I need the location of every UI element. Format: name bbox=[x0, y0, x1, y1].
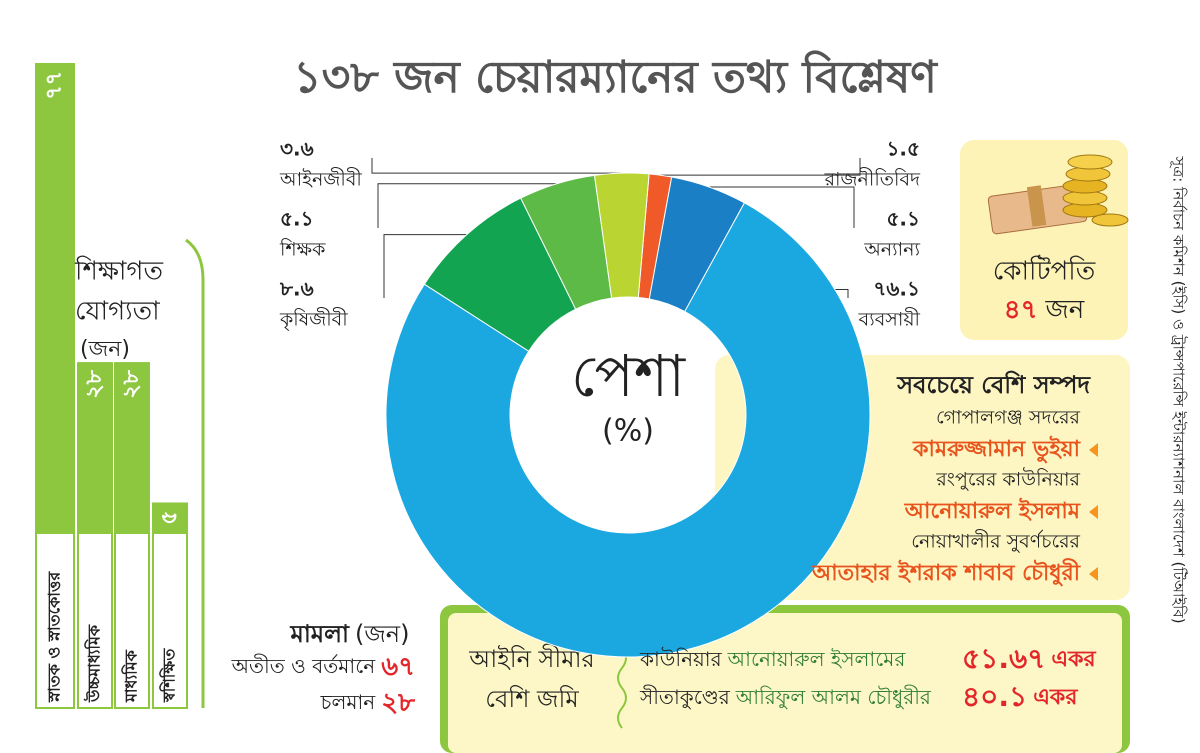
cases-title-line: মামলা (জন) bbox=[290, 620, 410, 648]
leader-line bbox=[371, 158, 622, 174]
cases-label: অতীত ও বর্তমানে bbox=[231, 654, 377, 678]
value-label: ৮.৬ bbox=[279, 277, 314, 301]
category-label: ব্যবসায়ী bbox=[858, 308, 921, 331]
bar-chart-title: যোগ্যতা bbox=[75, 297, 160, 327]
land-amount: ৫১.৬৭ bbox=[962, 642, 1045, 675]
value-label: ৫.১ bbox=[886, 207, 920, 231]
value-label: ১.৫ bbox=[886, 137, 920, 161]
land-place: সীতাকুণ্ডের bbox=[639, 685, 731, 709]
millionaire-count-line: ৪৭ জন bbox=[1004, 295, 1085, 325]
donut-slice bbox=[385, 202, 871, 658]
value-label: ৫.১ bbox=[280, 207, 314, 231]
richest-name: আতাহার ইশরাক শাবাব চৌধুরী bbox=[811, 558, 1081, 587]
land-amount: ৪০.১ bbox=[962, 680, 1027, 713]
millionaire-unit: জন bbox=[1045, 295, 1085, 325]
bar-category-label: মাধ্যমিক bbox=[121, 649, 141, 703]
leader-line bbox=[377, 183, 557, 228]
cases-count: ৬৭ bbox=[381, 652, 415, 682]
millionaire-count: ৪৭ bbox=[1004, 295, 1038, 325]
category-label: আইনজীবী bbox=[279, 168, 362, 191]
category-label: কৃষিজীবী bbox=[279, 308, 348, 332]
source: সূত্র: নির্বাচন কমিশন (ইসি) ও ট্রান্সপার… bbox=[1169, 155, 1188, 623]
cases-count: ২৮ bbox=[381, 688, 416, 718]
leader-line bbox=[834, 288, 849, 298]
land-place: কাউনিয়ার bbox=[639, 647, 723, 671]
bar-label-box bbox=[152, 532, 188, 709]
donut-unit: (%) bbox=[602, 414, 654, 449]
richest-place: নোয়াখালীর সুবর্ণচরের bbox=[911, 530, 1080, 553]
pointer-arrow bbox=[1089, 505, 1098, 519]
bar-value-label: ৭৭ bbox=[42, 71, 67, 100]
land-title: বেশি জমি bbox=[485, 685, 579, 713]
bar-category-label: উচ্চমাধ্যমিক bbox=[84, 624, 104, 703]
richest-name: কামরুজ্জামান ভুইয়া bbox=[912, 435, 1082, 464]
richest-name: আনোয়ারুল ইসলাম bbox=[904, 497, 1081, 524]
bar-label-box bbox=[77, 532, 113, 709]
category-label: অন্যান্য bbox=[863, 239, 920, 261]
bar-label-box bbox=[35, 532, 75, 709]
millionaire-label: কোটিপতি bbox=[993, 255, 1096, 287]
cases-label: চলমান bbox=[320, 690, 377, 714]
bar bbox=[35, 63, 75, 533]
money-icon bbox=[987, 154, 1129, 235]
bar bbox=[77, 362, 113, 533]
donut-slice bbox=[593, 172, 650, 299]
cases-row: চলমান ২৮ bbox=[320, 688, 416, 718]
value-label: ৩.৬ bbox=[280, 137, 314, 161]
richest-title: সবচেয়ে বেশি সম্পদ bbox=[896, 370, 1091, 399]
page-title: ১৩৮ জন চেয়ারম্যানের তথ্য বিশ্লেষণ bbox=[293, 50, 938, 103]
cases-row: অতীত ও বর্তমানে ৬৭ bbox=[231, 652, 415, 682]
land-amount-line: ৪০.১ একর bbox=[962, 680, 1078, 713]
category-label: রাজনীতিবিদ bbox=[824, 168, 921, 191]
bar-chart-title: শিক্ষাগত bbox=[74, 256, 163, 287]
bar-category-label: স্বশিক্ষিত bbox=[159, 648, 179, 703]
bar-value-label: ২৮ bbox=[82, 369, 107, 398]
bracket-line bbox=[185, 238, 205, 708]
value-label: ৭৬.১ bbox=[873, 277, 920, 301]
leader-line bbox=[383, 234, 467, 298]
pointer-arrow bbox=[1089, 443, 1098, 457]
land-name: আরিফুল আলম চৌধুরীর bbox=[735, 685, 932, 709]
cases-title: মামলা bbox=[290, 620, 350, 648]
pointer-arrow bbox=[1089, 567, 1098, 581]
bar-chart-unit: (জন) bbox=[80, 337, 130, 362]
land-row: সীতাকুণ্ডের আরিফুল আলম চৌধুরীর bbox=[639, 685, 932, 709]
donut-title: পেশা bbox=[571, 342, 686, 410]
richest-place: রংপুরের কাউনিয়ার bbox=[935, 468, 1080, 491]
bar-category-label: স্নাতক ও স্নাতকোত্তর bbox=[45, 571, 64, 703]
bar bbox=[152, 502, 188, 533]
bar bbox=[114, 362, 150, 533]
bar-label-box bbox=[114, 532, 150, 709]
richest-place: গোপালগঞ্জ সদরের bbox=[936, 407, 1081, 429]
land-unit: একর bbox=[1033, 685, 1078, 710]
land-unit: একর bbox=[1051, 647, 1096, 672]
leader-line bbox=[709, 186, 855, 228]
cases-unit: (জন) bbox=[355, 620, 410, 648]
land-name: আনোয়ারুল ইসলামের bbox=[727, 647, 907, 671]
bar-value-label: ৫ bbox=[157, 510, 182, 524]
land-row: কাউনিয়ার আনোয়ারুল ইসলামের bbox=[639, 647, 906, 671]
leader-line bbox=[660, 158, 861, 176]
category-label: শিক্ষক bbox=[279, 239, 326, 261]
land-amount-line: ৫১.৬৭ একর bbox=[962, 642, 1097, 675]
bar-value-label: ২৮ bbox=[119, 369, 144, 398]
